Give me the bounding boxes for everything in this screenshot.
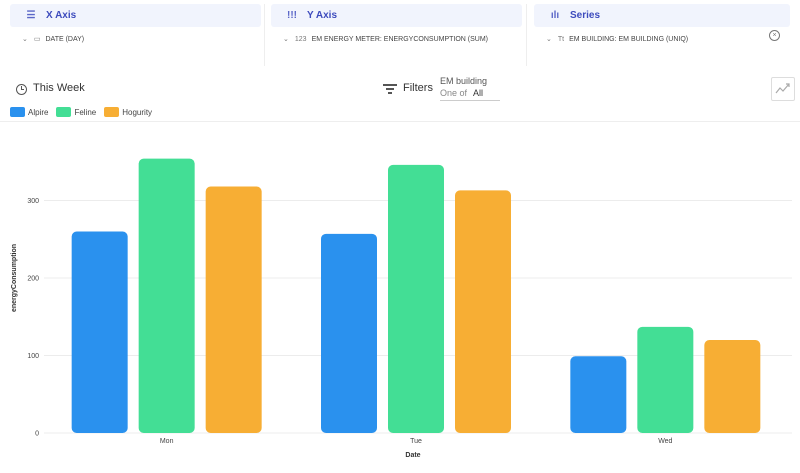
y-axis-panel: !!! Y Axis ⌄ 123 EM ENERGY METER: ENERGY… — [271, 4, 522, 66]
text-type-icon: Tt — [557, 35, 565, 43]
chevron-down-icon[interactable]: ⌄ — [546, 36, 552, 43]
y-axis-title: energyConsumption — [11, 244, 18, 312]
y-axis-field[interactable]: ⌄ 123 EM ENERGY METER: ENERGYCONSUMPTION… — [271, 28, 522, 50]
y-tick-label: 0 — [35, 431, 39, 438]
trend-line-icon — [775, 83, 790, 94]
legend-item-feline[interactable]: Feline — [56, 107, 96, 117]
bars-icon: !!! — [287, 10, 297, 21]
x-axis-title: Date — [405, 452, 420, 459]
chart-legend: Alpire Feline Hogurity — [10, 107, 160, 117]
x-axis-field[interactable]: ⌄ ▭ DATE (DAY) — [10, 28, 261, 50]
bar-hogurity-wed[interactable] — [704, 340, 761, 433]
filter-icon[interactable] — [383, 83, 397, 95]
series-field[interactable]: ⌄ Tt EM BUILDING: EM BUILDING (UNIQ) — [534, 28, 790, 50]
x-tick-label: Wed — [658, 438, 672, 445]
y-axis-title: Y Axis — [307, 10, 338, 21]
legend-item-alpire[interactable]: Alpire — [10, 107, 48, 117]
x-tick-label: Mon — [160, 438, 174, 445]
legend-swatch — [56, 107, 72, 117]
legend-swatch — [104, 107, 120, 117]
bar-hogurity-tue[interactable] — [455, 190, 511, 433]
legend-swatch — [10, 107, 25, 117]
legend-divider — [0, 121, 800, 122]
x-axis-title: X Axis — [46, 10, 77, 21]
legend-label: Hogurity — [122, 107, 153, 117]
legend-label: Feline — [74, 107, 97, 117]
series-title: Series — [570, 10, 601, 21]
bar-feline-tue[interactable] — [388, 164, 444, 433]
x-tick-label: Tue — [410, 438, 422, 445]
bar-feline-wed[interactable] — [637, 326, 694, 433]
chevron-down-icon[interactable]: ⌄ — [22, 36, 28, 43]
series-value: EM BUILDING: EM BUILDING (UNIQ) — [569, 35, 689, 43]
panel-divider — [526, 4, 527, 66]
chart-toolbar: This Week Filters EM building One of All — [0, 76, 800, 104]
bar-alpire-tue[interactable] — [321, 233, 377, 433]
clock-icon[interactable] — [16, 84, 27, 95]
y-axis-value: EM ENERGY METER: ENERGYCONSUMPTION (SUM) — [311, 35, 489, 43]
panel-divider — [264, 4, 265, 66]
y-axis-header[interactable]: !!! Y Axis — [271, 4, 522, 27]
filter-value: All — [473, 88, 484, 98]
bar-chart: 0 100 200 300 Mon Tue Wed Date energyConsumption — [11, 158, 792, 459]
y-tick-label: 100 — [27, 353, 39, 360]
filter-field-label: EM building — [440, 76, 488, 86]
calendar-icon: ▭ — [33, 36, 41, 43]
bar-alpire-wed[interactable] — [570, 356, 627, 433]
y-tick-label: 200 — [27, 276, 39, 283]
filters-label[interactable]: Filters — [403, 82, 433, 94]
legend-label: Alpire — [28, 107, 49, 117]
x-axis-value: DATE (DAY) — [45, 35, 85, 43]
filter-value-select[interactable]: One of All — [440, 88, 500, 101]
bar-hogurity-mon[interactable] — [205, 186, 262, 433]
x-axis-header[interactable]: ☰ X Axis — [10, 4, 261, 27]
legend-item-hogurity[interactable]: Hogurity — [104, 107, 152, 117]
clear-icon[interactable]: × — [769, 30, 780, 41]
series-header[interactable]: ılı Series — [534, 4, 790, 27]
chevron-down-icon[interactable]: ⌄ — [283, 36, 289, 43]
list-icon: ☰ — [26, 10, 36, 21]
time-range-label[interactable]: This Week — [33, 82, 85, 94]
series-panel: ılı Series ⌄ Tt EM BUILDING: EM BUILDING… — [534, 4, 790, 66]
series-icon: ılı — [550, 10, 560, 21]
x-axis-panel: ☰ X Axis ⌄ ▭ DATE (DAY) — [10, 4, 261, 66]
chart-type-button[interactable] — [771, 77, 795, 101]
number-type-icon: 123 — [294, 35, 307, 43]
y-tick-label: 300 — [27, 198, 39, 205]
bar-alpire-mon[interactable] — [71, 231, 128, 434]
filter-operator: One of — [440, 88, 468, 98]
bar-feline-mon[interactable] — [138, 158, 195, 433]
